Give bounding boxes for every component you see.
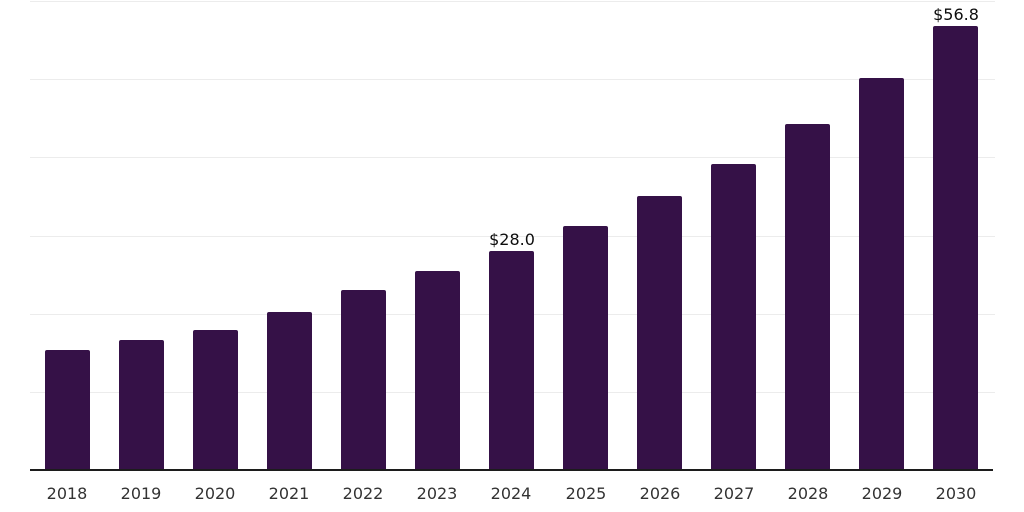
bar-2022 (341, 290, 386, 470)
x-tick-label-2019: 2019 (120, 484, 162, 503)
bar-2027 (711, 164, 756, 470)
x-tick-label-2024: 2024 (490, 484, 532, 503)
x-tick-label-2025: 2025 (565, 484, 607, 503)
bar-value-label-2030: $56.8 (933, 5, 979, 24)
bar-2024 (489, 251, 534, 470)
x-tick-label-2021: 2021 (268, 484, 310, 503)
bar-2018 (45, 350, 90, 470)
bar-2025 (563, 226, 608, 470)
x-tick-label-2030: 2030 (935, 484, 977, 503)
x-axis-line (30, 469, 993, 471)
bar-2021 (267, 312, 312, 470)
x-tick-label-2027: 2027 (713, 484, 755, 503)
x-tick-label-2026: 2026 (639, 484, 681, 503)
gridline (30, 79, 995, 80)
bar-2028 (785, 124, 830, 470)
x-tick-label-2029: 2029 (861, 484, 903, 503)
x-tick-label-2023: 2023 (416, 484, 458, 503)
bar-2029 (859, 78, 904, 470)
bar-value-label-2024: $28.0 (489, 230, 535, 249)
x-tick-label-2018: 2018 (46, 484, 88, 503)
bar-2020 (193, 330, 238, 470)
x-tick-label-2028: 2028 (787, 484, 829, 503)
gridline (30, 1, 995, 2)
gridline (30, 157, 995, 158)
bar-2030 (933, 26, 978, 470)
x-tick-label-2022: 2022 (342, 484, 384, 503)
bar-2019 (119, 340, 164, 470)
bar-2026 (637, 196, 682, 470)
bar-2023 (415, 271, 460, 470)
x-tick-label-2020: 2020 (194, 484, 236, 503)
